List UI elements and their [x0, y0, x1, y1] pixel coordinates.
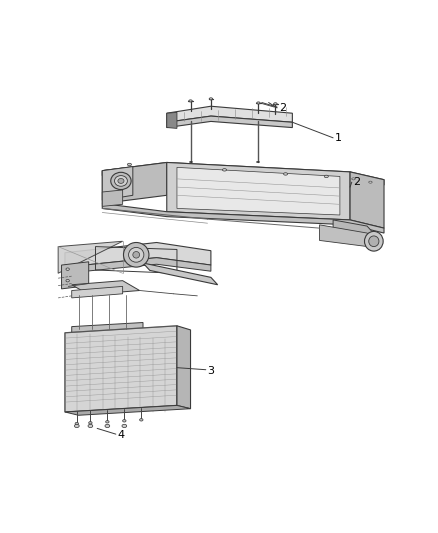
Ellipse shape	[66, 279, 69, 282]
Ellipse shape	[88, 422, 92, 424]
Ellipse shape	[352, 178, 355, 180]
Ellipse shape	[274, 103, 277, 105]
Ellipse shape	[118, 179, 124, 183]
Polygon shape	[102, 163, 167, 204]
Ellipse shape	[324, 175, 328, 177]
Polygon shape	[65, 257, 211, 273]
Polygon shape	[72, 286, 123, 298]
Ellipse shape	[88, 424, 93, 427]
Ellipse shape	[364, 231, 383, 251]
Polygon shape	[72, 322, 143, 335]
Ellipse shape	[140, 418, 143, 421]
Polygon shape	[333, 220, 377, 240]
Text: 2: 2	[279, 103, 286, 113]
Polygon shape	[61, 262, 88, 289]
Ellipse shape	[106, 421, 109, 423]
Ellipse shape	[209, 98, 212, 100]
Ellipse shape	[283, 173, 288, 175]
Polygon shape	[65, 406, 191, 415]
Ellipse shape	[223, 168, 226, 171]
Ellipse shape	[369, 181, 372, 183]
Text: 4: 4	[117, 430, 125, 440]
Polygon shape	[102, 204, 384, 233]
Text: 1: 1	[335, 133, 342, 143]
Ellipse shape	[129, 247, 144, 262]
Ellipse shape	[66, 268, 69, 270]
Polygon shape	[167, 163, 350, 220]
Polygon shape	[58, 241, 123, 273]
Polygon shape	[167, 112, 177, 128]
Polygon shape	[72, 281, 140, 295]
Polygon shape	[143, 263, 218, 285]
Ellipse shape	[133, 252, 140, 258]
Ellipse shape	[257, 102, 260, 104]
Ellipse shape	[114, 175, 127, 186]
Polygon shape	[65, 326, 177, 412]
Polygon shape	[102, 163, 384, 185]
Polygon shape	[167, 106, 293, 122]
Ellipse shape	[105, 424, 110, 427]
Ellipse shape	[189, 100, 192, 102]
Polygon shape	[177, 326, 191, 409]
Ellipse shape	[122, 424, 127, 427]
Ellipse shape	[124, 243, 149, 267]
Polygon shape	[102, 166, 133, 200]
Text: 3: 3	[208, 366, 215, 376]
Polygon shape	[320, 225, 377, 248]
Polygon shape	[102, 190, 123, 206]
Ellipse shape	[123, 419, 126, 422]
Polygon shape	[65, 243, 211, 267]
Ellipse shape	[369, 236, 379, 247]
Polygon shape	[177, 167, 340, 215]
Polygon shape	[167, 116, 293, 127]
Polygon shape	[350, 172, 384, 228]
Ellipse shape	[111, 172, 131, 190]
Ellipse shape	[127, 163, 131, 166]
Ellipse shape	[74, 424, 79, 427]
Text: 2: 2	[353, 177, 360, 187]
Ellipse shape	[75, 422, 78, 425]
